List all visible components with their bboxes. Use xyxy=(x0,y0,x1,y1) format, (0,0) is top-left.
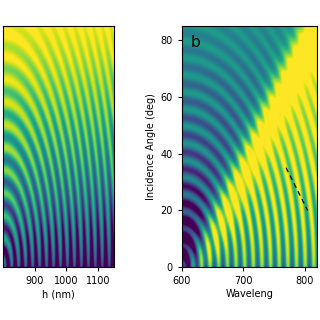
Y-axis label: Incidence Angle (deg): Incidence Angle (deg) xyxy=(146,93,156,200)
X-axis label: h (nm): h (nm) xyxy=(42,289,75,299)
X-axis label: Waveleng: Waveleng xyxy=(225,289,273,299)
Text: b: b xyxy=(191,35,201,50)
